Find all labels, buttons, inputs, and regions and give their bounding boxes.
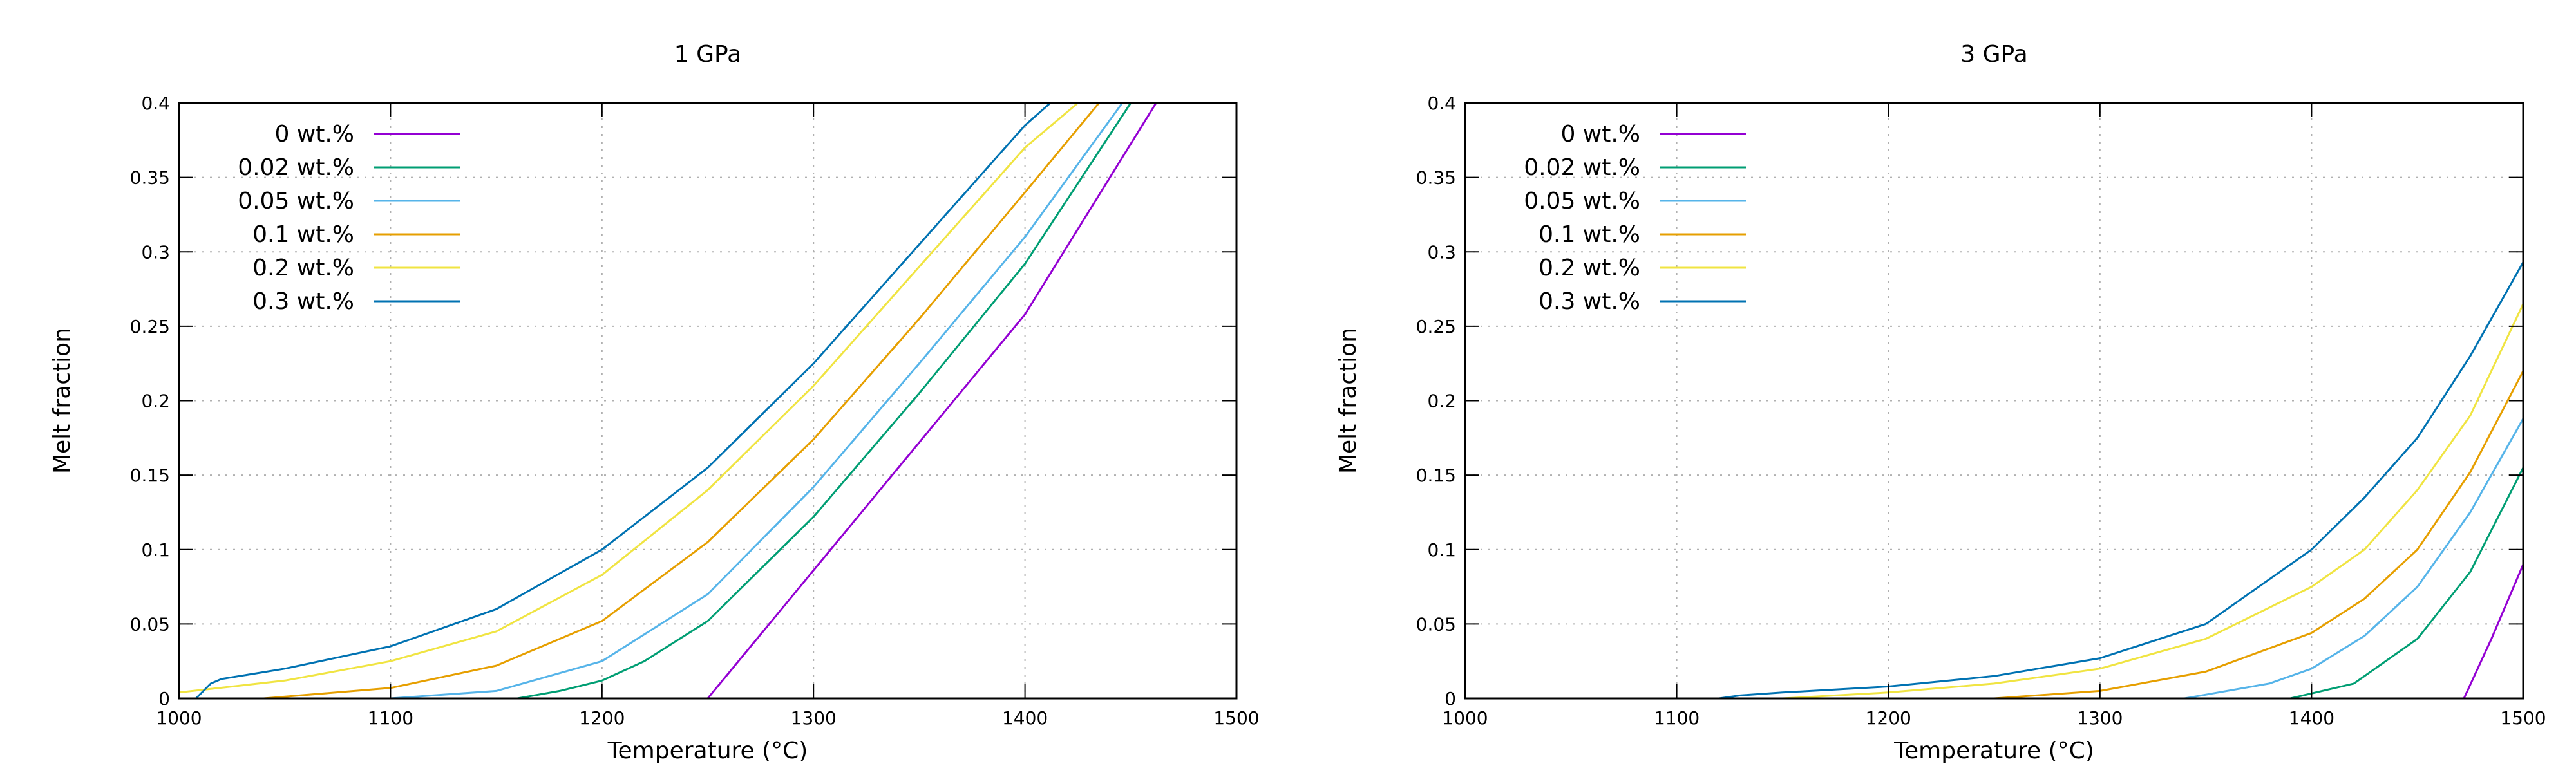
- chart-1-ytick-label: 0.3: [141, 241, 170, 263]
- chart-1-ytick-label: 0.35: [130, 167, 170, 189]
- chart-2-series-line-0: [2463, 564, 2523, 698]
- chart-1-ytick-label: 0.2: [141, 391, 170, 412]
- chart-1-legend-label-2: 0.05 wt.%: [238, 188, 354, 214]
- chart-2-xtick-label: 1200: [1866, 707, 1911, 729]
- chart-2-xtick-label: 1500: [2500, 707, 2546, 729]
- chart-2-xtick-label: 1300: [2077, 707, 2123, 729]
- chart-2-series-line-1: [2290, 467, 2523, 698]
- chart-1-panel: 1000 1100 1200 1300 1400 1500 0 0.05 0.1 0.15 0.2 0…: [49, 41, 1260, 764]
- chart-1-xtick-label: 1300: [791, 707, 837, 729]
- chart-1-legend-label-0: 0 wt.%: [274, 121, 354, 147]
- chart-2-panel: 1000 1100 1200 1300 1400 1500 0 0.05 0.1 0.15 0.2 0…: [1335, 41, 2546, 764]
- chart-2-series-line-3: [1994, 370, 2523, 698]
- chart-2-xlabel: Temperature (°C): [1893, 738, 2094, 764]
- chart-1-series-line-4: [179, 103, 1079, 694]
- chart-1-ytick-label: 0.1: [141, 539, 170, 561]
- chart-1-xtick-label: 1100: [368, 707, 413, 729]
- chart-2-ylabel: Melt fraction: [1335, 328, 1361, 474]
- chart-2-ytick-label: 0.3: [1427, 241, 1456, 263]
- chart-1-series-line-2: [390, 103, 1123, 698]
- chart-2-legend-label-4: 0.2 wt.%: [1539, 255, 1640, 281]
- chart-2-legend-label-1: 0.02 wt.%: [1524, 154, 1640, 181]
- chart-1-xlabel: Temperature (°C): [607, 738, 808, 764]
- chart-2-title: 3 GPa: [1960, 41, 2027, 68]
- chart-1-legend-label-3: 0.1 wt.%: [252, 221, 354, 248]
- chart-1-legend-label-5: 0.3 wt.%: [252, 288, 354, 315]
- chart-1-xtick-label: 1000: [156, 707, 202, 729]
- chart-2-legend-label-5: 0.3 wt.%: [1539, 288, 1640, 315]
- chart-1-xtick-label: 1200: [579, 707, 625, 729]
- chart-2-series-line-5: [1719, 261, 2523, 698]
- chart-1-title: 1 GPa: [674, 41, 741, 68]
- chart-1-series-line-0: [706, 103, 1157, 698]
- chart-2-series-line-2: [2184, 418, 2523, 698]
- chart-1-xtick-label: 1500: [1213, 707, 1259, 729]
- chart-1-legend-label-1: 0.02 wt.%: [238, 154, 354, 181]
- chart-1-series-line-3: [263, 103, 1100, 698]
- chart-1-legend: 0 wt.% 0.02 wt.% 0.05 wt.% 0.1 wt.% 0.2 wt.%…: [238, 121, 460, 315]
- chart-2-ytick-label: 0.4: [1427, 93, 1456, 114]
- chart-1-ytick-label: 0.05: [130, 613, 170, 635]
- chart-1-series-line-1: [517, 103, 1132, 698]
- chart-2-ytick-label: 0.15: [1416, 465, 1456, 486]
- chart-1-ylabel: Melt fraction: [49, 328, 75, 474]
- chart-2-ytick-label: 0.35: [1416, 167, 1456, 189]
- chart-2-ytick-label: 0.1: [1427, 539, 1456, 561]
- chart-2-ytick-label: 0.25: [1416, 316, 1456, 337]
- chart-1-ytick-label: 0.25: [130, 316, 170, 337]
- chart-2-xtick-label: 1100: [1654, 707, 1700, 729]
- chart-2-legend-label-2: 0.05 wt.%: [1524, 188, 1640, 214]
- chart-1-xtick-label: 1400: [1002, 707, 1048, 729]
- chart-1-legend-label-4: 0.2 wt.%: [252, 255, 354, 281]
- chart-2-xtick-label: 1000: [1442, 707, 1488, 729]
- chart-1-ytick-label: 0: [158, 688, 170, 709]
- chart-1-grid: [179, 103, 1236, 698]
- chart-1-series-line-5: [195, 103, 1051, 698]
- chart-2-ytick-label: 0.05: [1416, 613, 1456, 635]
- chart-2-legend: 0 wt.% 0.02 wt.% 0.05 wt.% 0.1 wt.% 0.2 wt.%…: [1524, 121, 1746, 315]
- chart-2-ytick-label: 0.2: [1427, 391, 1456, 412]
- chart-2-legend-label-3: 0.1 wt.%: [1539, 221, 1640, 248]
- chart-2-series-line-4: [1782, 303, 2523, 698]
- chart-2-xtick-label: 1400: [2289, 707, 2334, 729]
- chart-2-grid: [1465, 103, 2523, 698]
- chart-1-ytick-label: 0.4: [141, 93, 170, 114]
- chart-1-ytick-label: 0.15: [130, 465, 170, 486]
- chart-2-legend-label-0: 0 wt.%: [1560, 121, 1640, 147]
- chart-2-ytick-label: 0: [1444, 688, 1456, 709]
